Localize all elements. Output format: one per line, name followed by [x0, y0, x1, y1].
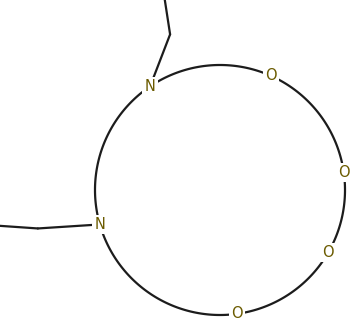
Text: O: O — [323, 245, 334, 260]
Text: O: O — [338, 165, 350, 180]
Text: O: O — [265, 68, 277, 83]
Text: N: N — [145, 79, 156, 94]
Text: N: N — [94, 217, 105, 232]
Text: O: O — [232, 306, 243, 321]
